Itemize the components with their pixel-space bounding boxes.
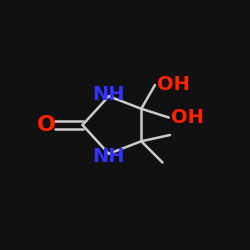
Text: NH: NH bbox=[92, 86, 125, 104]
Text: O: O bbox=[37, 115, 56, 135]
Text: NH: NH bbox=[92, 147, 125, 166]
Text: OH: OH bbox=[158, 76, 190, 94]
Text: OH: OH bbox=[171, 108, 204, 127]
